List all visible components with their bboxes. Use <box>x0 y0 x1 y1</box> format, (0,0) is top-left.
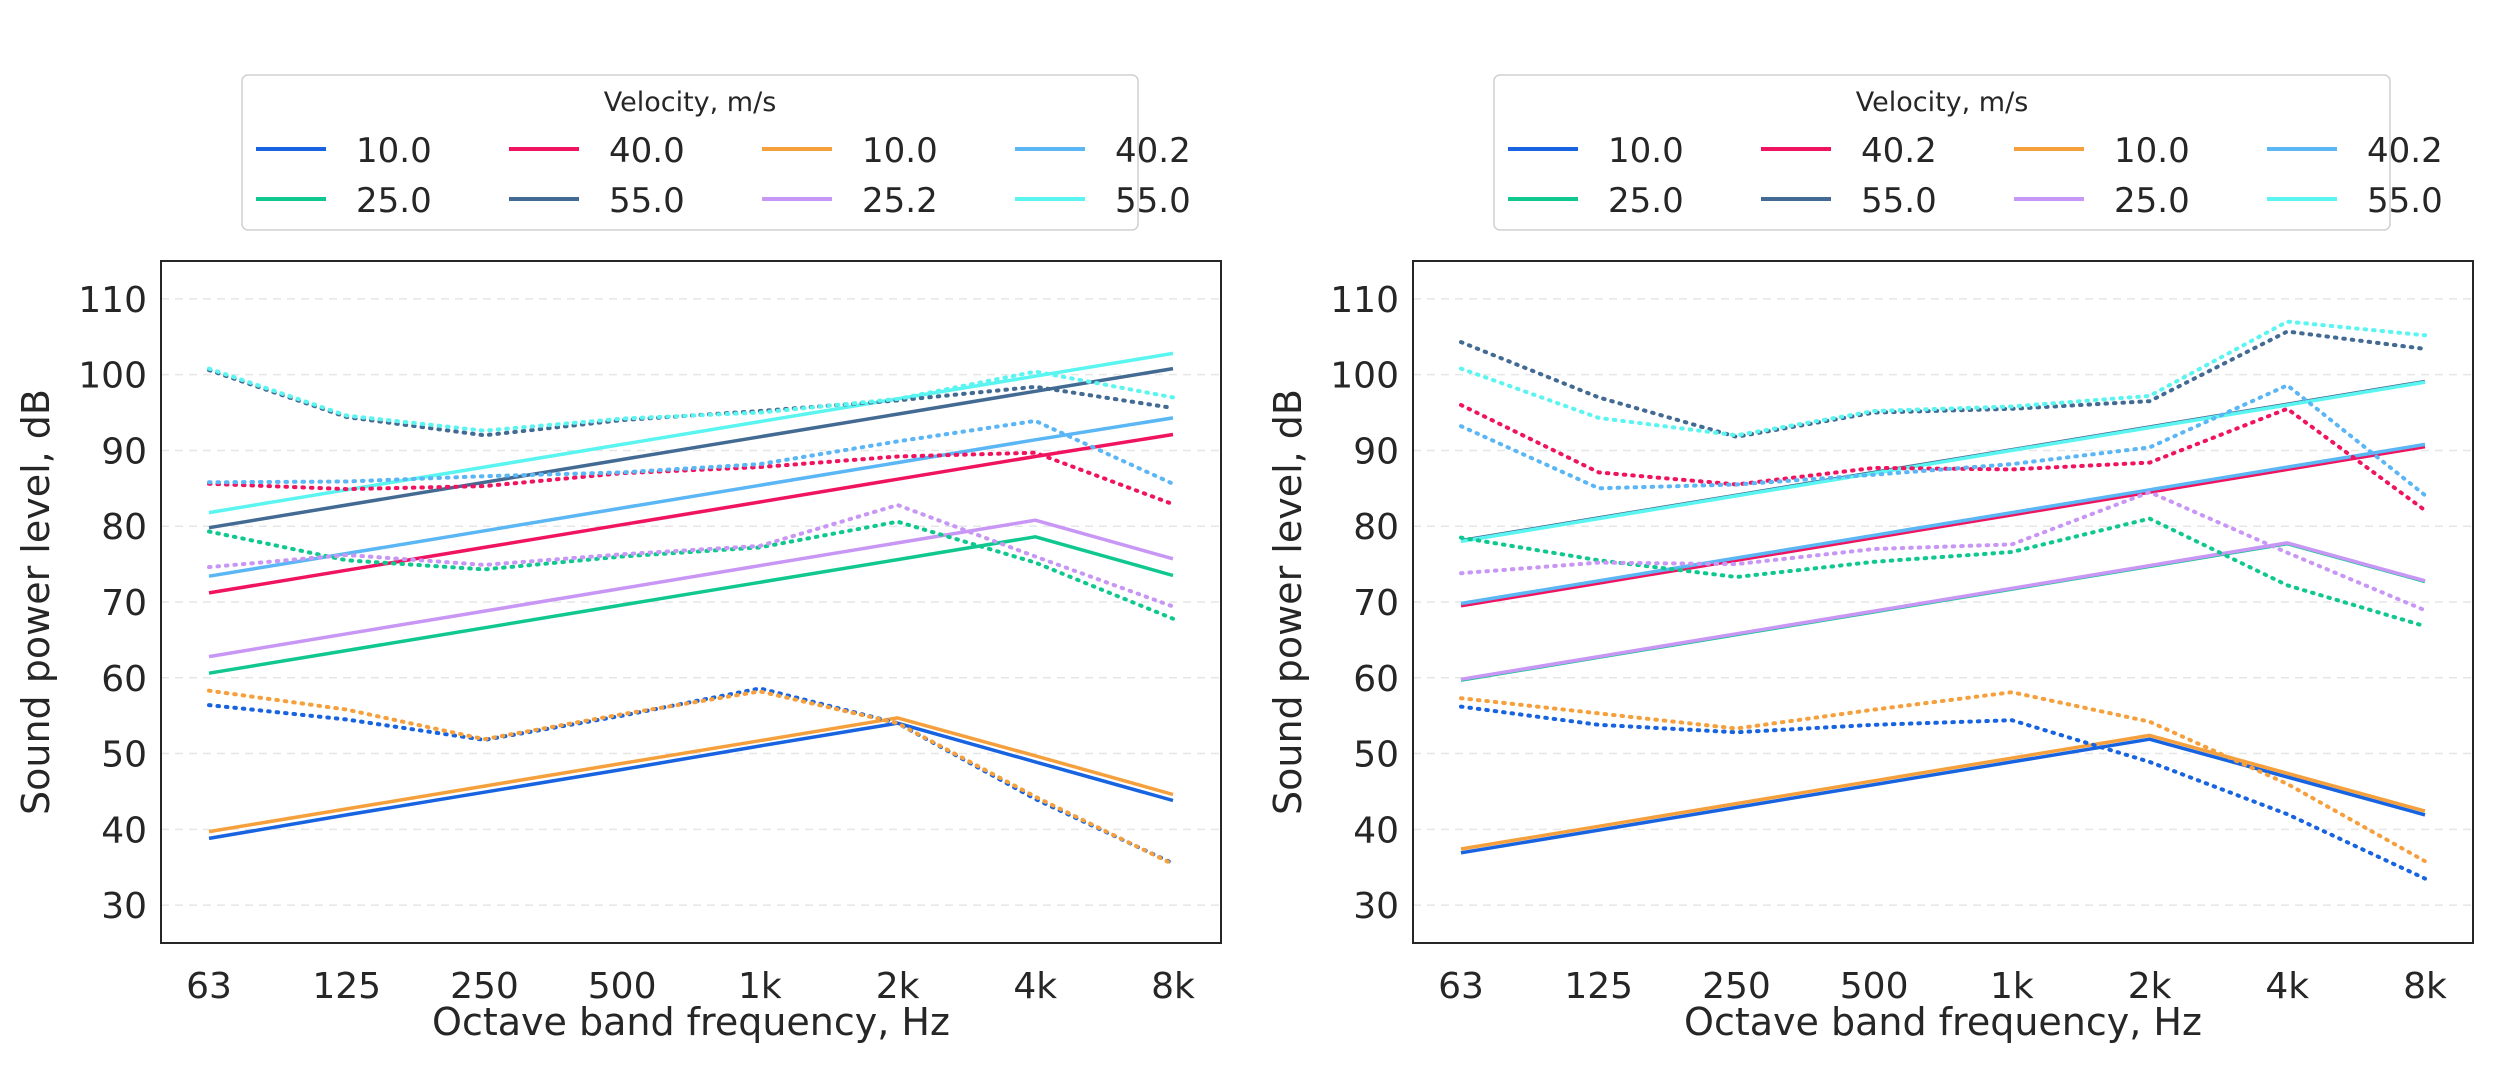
legend-box <box>241 74 1139 231</box>
y-tick-label: 40 <box>1353 810 1399 851</box>
x-tick-label: 250 <box>1702 966 1771 1007</box>
y-tick-label: 80 <box>1353 507 1399 548</box>
legend-entry-label: 25.0 <box>2114 181 2190 221</box>
legend-entry-label: 25.0 <box>356 181 432 221</box>
y-tick-label: 70 <box>101 583 147 624</box>
x-tick-label: 2k <box>2128 966 2172 1007</box>
y-tick-label: 40 <box>101 810 147 851</box>
x-tick-label: 4k <box>1013 966 1057 1007</box>
y-tick-label: 110 <box>1330 280 1399 321</box>
x-tick-label: 500 <box>588 966 657 1007</box>
legend-entry-label: 10.0 <box>2114 131 2190 171</box>
legend-entry-label: 25.2 <box>862 181 938 221</box>
series-line-6 <box>1460 442 2426 606</box>
legend-entry-label: 55.0 <box>1115 181 1191 221</box>
x-tick-label: 2k <box>876 966 920 1007</box>
x-tick-label: 1k <box>1990 966 2034 1007</box>
series-line-0 <box>1460 737 2426 855</box>
series-line-7 <box>1460 380 2426 544</box>
legend-entry-label: 55.0 <box>609 181 685 221</box>
legend-box <box>1493 74 2391 231</box>
dotted-series-line-14 <box>1459 383 2427 498</box>
series-line-6 <box>208 416 1174 578</box>
y-tick-label: 50 <box>101 735 147 776</box>
legend-title: Velocity, m/s <box>1856 87 2029 118</box>
dotted-series-line-10 <box>207 450 1175 507</box>
y-tick-label: 30 <box>1353 886 1399 927</box>
series-line-5 <box>208 518 1174 659</box>
dotted-series-line-8 <box>207 686 1175 866</box>
series-line-7 <box>208 351 1174 515</box>
legend-entry-label: 55.0 <box>2367 181 2443 221</box>
x-tick-label: 250 <box>450 966 519 1007</box>
series-line-4 <box>1460 733 2426 851</box>
series-line-5 <box>1460 541 2426 682</box>
dotted-series-line-15 <box>207 366 1175 433</box>
x-tick-label: 1k <box>738 966 782 1007</box>
y-axis-label: Sound power level, dB <box>1266 389 1310 815</box>
series-line-4 <box>208 716 1174 834</box>
legend-entry-label: 10.0 <box>862 131 938 171</box>
plot-frame <box>160 260 1222 944</box>
series-line-1 <box>208 535 1174 675</box>
dotted-series-line-9 <box>207 519 1175 621</box>
dotted-series-line-13 <box>1459 490 2427 613</box>
x-tick-label: 63 <box>1438 966 1484 1007</box>
dotted-series-line-12 <box>1459 690 2427 864</box>
x-axis-label: Octave band frequency, Hz <box>432 1000 950 1044</box>
right-chart: 30 40 50 60 70 80 90 100 110 63 125 250 500 1k 2k 4k 8k O… <box>1266 74 2474 1044</box>
y-axis-label: Sound power level, dB <box>14 389 58 815</box>
dotted-series-line-13 <box>207 503 1175 609</box>
legend-entry-label: 10.0 <box>356 131 432 171</box>
y-tick-label: 90 <box>1353 431 1399 472</box>
y-tick-label: 60 <box>1353 659 1399 700</box>
x-tick-label: 500 <box>1840 966 1909 1007</box>
x-axis-label: Octave band frequency, Hz <box>1684 1000 2202 1044</box>
left-chart: 30 40 50 60 70 80 90 100 110 63 125 250 500 1k 2k 4k 8k O… <box>14 74 1222 1044</box>
y-tick-label: 70 <box>1353 583 1399 624</box>
legend-entry-label: 25.0 <box>1608 181 1684 221</box>
x-tick-label: 125 <box>1564 966 1633 1007</box>
x-tick-label: 4k <box>2265 966 2309 1007</box>
legend-entry-label: 10.0 <box>1608 131 1684 171</box>
x-tick-label: 125 <box>312 966 381 1007</box>
x-tick-label: 63 <box>186 966 232 1007</box>
legend-entry-label: 55.0 <box>1861 181 1937 221</box>
x-tick-label: 8k <box>2403 966 2447 1007</box>
legend-title: Velocity, m/s <box>604 87 777 118</box>
dotted-series-line-15 <box>1459 319 2427 438</box>
legend-entry-label: 40.0 <box>609 131 685 171</box>
series-line-0 <box>208 721 1174 841</box>
y-tick-label: 100 <box>78 356 147 397</box>
y-tick-label: 30 <box>101 886 147 927</box>
dotted-series-line-12 <box>207 688 1175 867</box>
y-tick-label: 50 <box>1353 735 1399 776</box>
x-tick-label: 8k <box>1151 966 1195 1007</box>
dotted-series-line-8 <box>1459 704 2427 881</box>
y-tick-label: 90 <box>101 431 147 472</box>
series-line-3 <box>208 366 1174 530</box>
y-tick-label: 80 <box>101 507 147 548</box>
series-line-2 <box>1460 444 2426 608</box>
legend-entry-label: 40.2 <box>1115 131 1191 171</box>
legend-entry-label: 40.2 <box>1861 131 1937 171</box>
dotted-series-line-14 <box>207 418 1175 486</box>
plot-frame <box>1412 260 2474 944</box>
y-tick-label: 60 <box>101 659 147 700</box>
series-line-2 <box>208 432 1174 595</box>
y-tick-label: 100 <box>1330 356 1399 397</box>
y-tick-label: 110 <box>78 280 147 321</box>
legend-entry-label: 40.2 <box>2367 131 2443 171</box>
